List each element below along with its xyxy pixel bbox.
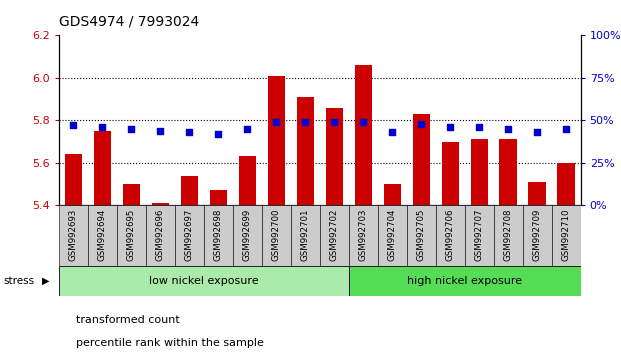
Point — [474, 124, 484, 130]
Point — [127, 126, 137, 132]
Point — [68, 122, 78, 128]
Bar — [528, 182, 546, 205]
Bar — [442, 142, 459, 205]
Bar — [123, 184, 140, 205]
Point — [445, 124, 455, 130]
Bar — [320, 205, 349, 266]
Point — [97, 124, 107, 130]
Text: GSM992695: GSM992695 — [127, 208, 136, 261]
Point — [184, 130, 194, 135]
Text: GSM992708: GSM992708 — [504, 208, 513, 261]
Bar — [378, 205, 407, 266]
Bar — [210, 190, 227, 205]
Point — [301, 119, 310, 125]
Bar — [384, 184, 401, 205]
Bar — [494, 205, 523, 266]
Bar — [88, 205, 117, 266]
Text: transformed count: transformed count — [76, 315, 180, 325]
Bar — [238, 156, 256, 205]
Bar — [94, 131, 111, 205]
Point — [561, 126, 571, 132]
Text: GSM992694: GSM992694 — [98, 208, 107, 261]
Text: GSM992709: GSM992709 — [533, 208, 542, 261]
Bar — [558, 163, 575, 205]
Point — [242, 126, 252, 132]
Text: GSM992704: GSM992704 — [388, 208, 397, 261]
Bar — [175, 205, 204, 266]
Bar — [407, 205, 436, 266]
Bar — [233, 205, 262, 266]
Text: stress: stress — [3, 275, 34, 286]
Bar — [471, 139, 488, 205]
Text: GSM992700: GSM992700 — [272, 208, 281, 261]
Text: GSM992703: GSM992703 — [359, 208, 368, 261]
Bar — [262, 205, 291, 266]
Bar — [349, 266, 581, 296]
Point — [214, 131, 224, 137]
Text: GSM992710: GSM992710 — [561, 208, 571, 261]
Text: GDS4974 / 7993024: GDS4974 / 7993024 — [59, 14, 199, 28]
Bar — [436, 205, 465, 266]
Text: high nickel exposure: high nickel exposure — [407, 275, 522, 286]
Text: GSM992702: GSM992702 — [330, 208, 339, 261]
Bar — [204, 205, 233, 266]
Point — [358, 119, 368, 125]
Bar — [297, 97, 314, 205]
Text: ▶: ▶ — [42, 275, 50, 286]
Bar — [268, 76, 285, 205]
Point — [503, 126, 513, 132]
Bar — [181, 176, 198, 205]
Bar — [499, 139, 517, 205]
Text: GSM992693: GSM992693 — [69, 208, 78, 261]
Text: GSM992701: GSM992701 — [301, 208, 310, 261]
Bar — [59, 205, 88, 266]
Point — [416, 121, 426, 127]
Point — [329, 119, 339, 125]
Text: GSM992698: GSM992698 — [214, 208, 223, 261]
Text: GSM992699: GSM992699 — [243, 208, 252, 261]
Text: GSM992707: GSM992707 — [474, 208, 484, 261]
Text: GSM992706: GSM992706 — [446, 208, 455, 261]
Text: GSM992696: GSM992696 — [156, 208, 165, 261]
Bar — [291, 205, 320, 266]
Point — [155, 128, 165, 133]
Text: percentile rank within the sample: percentile rank within the sample — [76, 338, 265, 348]
Bar — [325, 108, 343, 205]
Bar — [465, 205, 494, 266]
Point — [532, 130, 542, 135]
Bar — [152, 203, 169, 205]
Bar — [349, 205, 378, 266]
Bar — [117, 205, 146, 266]
Bar — [146, 205, 175, 266]
Text: GSM992697: GSM992697 — [185, 208, 194, 261]
Text: low nickel exposure: low nickel exposure — [149, 275, 259, 286]
Point — [271, 119, 281, 125]
Point — [388, 130, 397, 135]
Bar — [551, 205, 581, 266]
Bar — [65, 154, 82, 205]
Bar — [412, 114, 430, 205]
Text: GSM992705: GSM992705 — [417, 208, 426, 261]
Bar — [59, 266, 349, 296]
Bar — [523, 205, 551, 266]
Bar — [355, 65, 372, 205]
